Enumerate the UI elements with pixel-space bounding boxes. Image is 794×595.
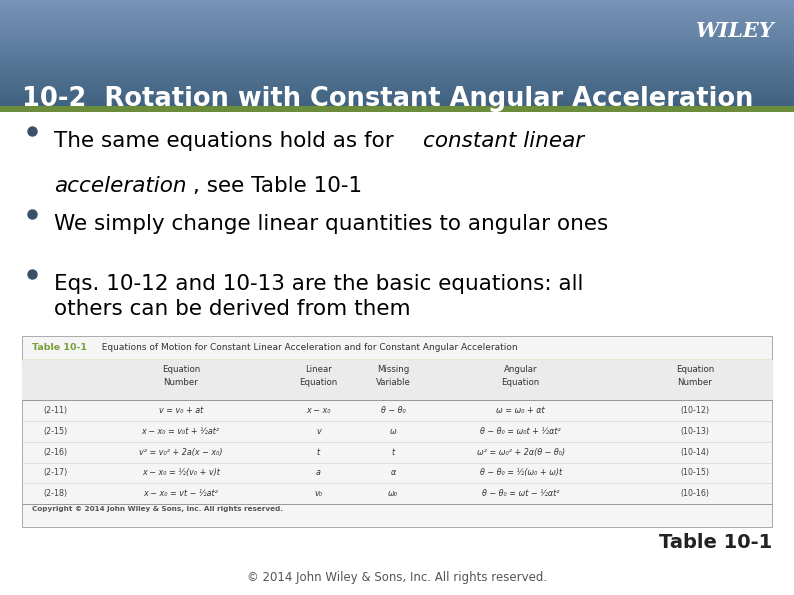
Text: (10-12): (10-12) (680, 406, 710, 415)
Text: θ − θ₀ = ½(ω₀ + ω)t: θ − θ₀ = ½(ω₀ + ω)t (480, 468, 561, 477)
Text: (2-18): (2-18) (43, 489, 67, 498)
Text: Equation: Equation (676, 365, 714, 374)
Text: (2-15): (2-15) (43, 427, 67, 436)
Text: a: a (316, 468, 321, 477)
Text: ω = ω₀ + αt: ω = ω₀ + αt (496, 406, 545, 415)
Text: ω₀: ω₀ (388, 489, 399, 498)
Text: constant linear: constant linear (423, 131, 584, 151)
Text: Missing: Missing (377, 365, 410, 374)
Text: θ − θ₀ = ω₀t + ½αt²: θ − θ₀ = ω₀t + ½αt² (480, 427, 561, 436)
Text: WILEY: WILEY (696, 21, 774, 41)
Text: © 2014 John Wiley & Sons, Inc. All rights reserved.: © 2014 John Wiley & Sons, Inc. All right… (247, 571, 547, 584)
Text: v: v (316, 427, 321, 436)
Text: x − x₀: x − x₀ (306, 406, 330, 415)
Text: (10-14): (10-14) (680, 447, 710, 457)
Text: x − x₀ = ½(v₀ + v)t: x − x₀ = ½(v₀ + v)t (142, 468, 220, 477)
Text: Copyright © 2014 John Wiley & Sons, Inc. All rights reserved.: Copyright © 2014 John Wiley & Sons, Inc.… (32, 506, 283, 512)
Text: (2-16): (2-16) (43, 447, 67, 457)
FancyBboxPatch shape (22, 336, 772, 527)
Text: x − x₀ = v₀t + ½at²: x − x₀ = v₀t + ½at² (141, 427, 220, 436)
Text: Equations of Motion for Constant Linear Acceleration and for Constant Angular Ac: Equations of Motion for Constant Linear … (96, 343, 518, 352)
Text: (2-11): (2-11) (43, 406, 67, 415)
Text: Number: Number (677, 378, 712, 387)
Text: , see Table 10-1: , see Table 10-1 (193, 176, 362, 196)
Text: (10-15): (10-15) (680, 468, 710, 477)
Text: ω² = ω₀² + 2α(θ − θ₀): ω² = ω₀² + 2α(θ − θ₀) (476, 447, 565, 457)
Text: t: t (391, 447, 395, 457)
Text: acceleration: acceleration (54, 176, 187, 196)
Text: Linear: Linear (305, 365, 332, 374)
Text: x − x₀ = vt − ½at²: x − x₀ = vt − ½at² (144, 489, 218, 498)
Text: ω: ω (390, 427, 397, 436)
Text: (10-16): (10-16) (680, 489, 710, 498)
Text: v = v₀ + at: v = v₀ + at (159, 406, 203, 415)
Text: Angular: Angular (504, 365, 538, 374)
Text: Number: Number (164, 378, 198, 387)
Text: (2-17): (2-17) (43, 468, 67, 477)
Text: Eqs. 10-12 and 10-13 are the basic equations: all
others can be derived from the: Eqs. 10-12 and 10-13 are the basic equat… (54, 274, 584, 320)
Text: θ − θ₀: θ − θ₀ (381, 406, 406, 415)
Text: Table 10-1: Table 10-1 (32, 343, 87, 352)
Text: We simply change linear quantities to angular ones: We simply change linear quantities to an… (54, 214, 608, 234)
Text: v₀: v₀ (314, 489, 322, 498)
Text: The same equations hold as for: The same equations hold as for (54, 131, 401, 151)
Text: Table 10-1: Table 10-1 (658, 533, 772, 552)
Text: Equation: Equation (502, 378, 540, 387)
Text: v² = v₀² + 2a(x − x₀): v² = v₀² + 2a(x − x₀) (139, 447, 222, 457)
Text: t: t (317, 447, 320, 457)
Text: Equation: Equation (162, 365, 200, 374)
Text: Equation: Equation (299, 378, 337, 387)
Text: θ − θ₀ = ωt − ½αt²: θ − θ₀ = ωt − ½αt² (482, 489, 560, 498)
Text: 10-2  Rotation with Constant Angular Acceleration: 10-2 Rotation with Constant Angular Acce… (22, 86, 754, 112)
Text: Variable: Variable (376, 378, 410, 387)
Text: (10-13): (10-13) (680, 427, 710, 436)
Text: α: α (391, 468, 396, 477)
